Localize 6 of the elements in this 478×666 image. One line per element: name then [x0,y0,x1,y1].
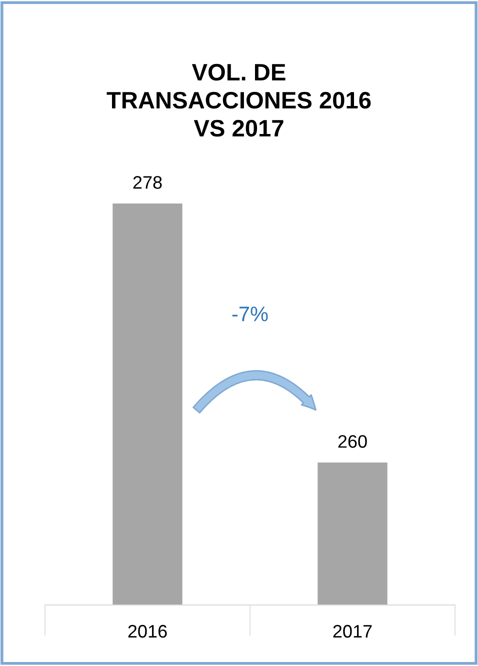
x-tick-label: 2016 [128,624,167,638]
data-label: 278 [133,176,162,189]
data-label: 260 [338,435,367,448]
annotation: -7% [232,306,268,322]
chart-title: VOL. DE TRANSACCIONES 2016 VS 2017 [106,64,371,137]
x-tick-label: 2017 [333,624,372,638]
